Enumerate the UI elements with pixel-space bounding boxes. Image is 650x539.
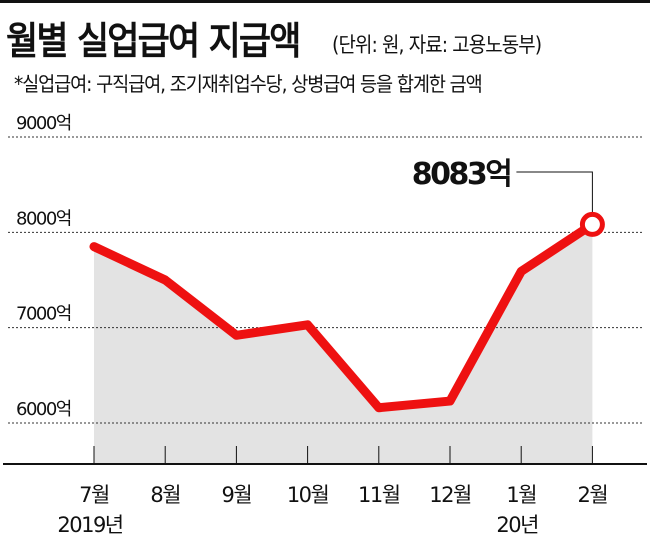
chart-header: 월별 실업급여 지급액 (단위: 원, 자료: 고용노동부)	[6, 10, 565, 65]
x-axis-label: 1월	[506, 483, 536, 507]
x-axis-label: 12월	[429, 483, 471, 507]
year-label: 2019년	[57, 513, 122, 537]
y-axis-label: 7000억	[16, 304, 71, 325]
x-axis-label: 11월	[358, 483, 400, 507]
x-axis-label: 8월	[150, 483, 180, 507]
x-axis-label: 10월	[287, 483, 329, 507]
callout-leader-line	[516, 171, 593, 215]
data-line	[89, 219, 597, 413]
endpoint-marker	[579, 211, 605, 237]
chart-source: (단위: 원, 자료: 고용노동부)	[332, 33, 542, 57]
area-fill	[94, 224, 593, 464]
chart-title: 월별 실업급여 지급액	[6, 19, 301, 63]
chart-footnote: *실업급여: 구직급여, 조기재취업수당, 상병급여 등을 합계한 금액	[14, 72, 483, 96]
x-axis-label: 9월	[222, 483, 252, 507]
x-axis-label: 7월	[79, 483, 109, 507]
top-border	[0, 0, 650, 3]
y-axis-label: 9000억	[16, 113, 71, 134]
callout-value-label: 8083억	[412, 157, 511, 192]
year-label: 20년	[496, 513, 538, 537]
y-axis-label: 8000억	[16, 208, 71, 229]
y-axis-label: 6000억	[16, 399, 71, 420]
x-axis-label: 2월	[578, 483, 608, 507]
